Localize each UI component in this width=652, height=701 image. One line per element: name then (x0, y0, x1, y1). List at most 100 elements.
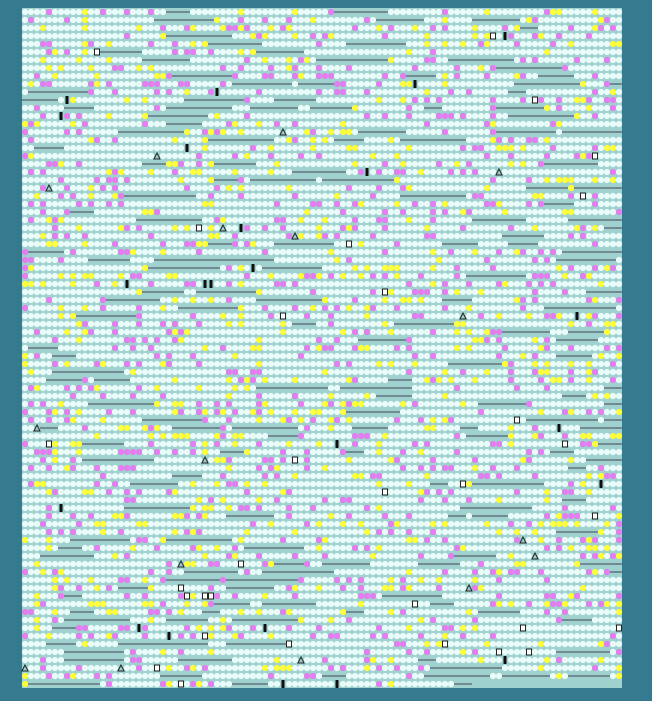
dot (513, 264, 521, 272)
dot (45, 200, 53, 208)
dot (495, 312, 503, 320)
dot (243, 120, 251, 128)
dot (51, 72, 59, 80)
dot (69, 56, 77, 64)
dot (69, 392, 77, 400)
dot (231, 272, 239, 280)
dot (231, 184, 239, 192)
dot (555, 40, 563, 48)
dot (201, 120, 209, 128)
dot (183, 136, 191, 144)
dot (141, 248, 149, 256)
dot (525, 56, 533, 64)
dot (453, 352, 461, 360)
dot (129, 40, 137, 48)
dot (375, 208, 383, 216)
dot (183, 272, 191, 280)
dot (507, 336, 515, 344)
dot (309, 32, 317, 40)
dot (525, 352, 533, 360)
dot (303, 32, 311, 40)
dot (303, 16, 311, 24)
dot (339, 400, 347, 408)
dot (153, 184, 161, 192)
dot (123, 96, 131, 104)
dot (315, 96, 323, 104)
dot (597, 360, 605, 368)
dot (501, 240, 509, 248)
dot (507, 360, 515, 368)
dot (105, 120, 113, 128)
dot (333, 264, 341, 272)
dot (297, 184, 305, 192)
dot (357, 120, 365, 128)
dot (429, 16, 437, 24)
triangle (219, 223, 227, 232)
dot (525, 392, 533, 400)
dot (33, 224, 41, 232)
dot (249, 376, 257, 384)
dot (135, 384, 143, 392)
dot (363, 232, 371, 240)
dot (267, 232, 275, 240)
dot (339, 64, 347, 72)
dot (195, 248, 203, 256)
dot (459, 368, 467, 376)
dot (483, 128, 491, 136)
dot (405, 120, 413, 128)
dot (615, 352, 623, 360)
dot (261, 392, 269, 400)
dot (255, 200, 263, 208)
dot (291, 80, 299, 88)
dot (567, 296, 575, 304)
dot (333, 256, 341, 264)
dot (207, 200, 215, 208)
dot (285, 200, 293, 208)
dot (321, 360, 329, 368)
dot (429, 280, 437, 288)
dot (399, 96, 407, 104)
dot (393, 184, 401, 192)
dot (51, 192, 59, 200)
dot (597, 160, 605, 168)
dot (147, 200, 155, 208)
dot (63, 128, 71, 136)
dot (441, 344, 449, 352)
dot (369, 272, 377, 280)
dot (537, 192, 545, 200)
dot (513, 40, 521, 48)
dot (87, 328, 95, 336)
dot (315, 376, 323, 384)
dot (567, 48, 575, 56)
bar (365, 168, 369, 176)
dot (555, 328, 563, 336)
dot (501, 208, 509, 216)
dot (465, 224, 473, 232)
dot (279, 400, 287, 408)
dot (351, 80, 359, 88)
dot (273, 184, 281, 192)
dot (507, 144, 515, 152)
dot (21, 24, 29, 32)
dot (63, 216, 71, 224)
dot (435, 24, 443, 32)
dot (129, 384, 137, 392)
dot (291, 56, 299, 64)
dot (471, 200, 479, 208)
dot (549, 248, 557, 256)
dot (339, 376, 347, 384)
dot (225, 360, 233, 368)
dot (171, 224, 179, 232)
dot (519, 256, 527, 264)
dot (165, 208, 173, 216)
dot (123, 368, 131, 376)
dot (393, 264, 401, 272)
dot (555, 24, 563, 32)
dot (309, 48, 317, 56)
dot (267, 184, 275, 192)
dot (201, 192, 209, 200)
dot (261, 184, 269, 192)
dot (171, 136, 179, 144)
dot (93, 344, 101, 352)
dot (579, 64, 587, 72)
